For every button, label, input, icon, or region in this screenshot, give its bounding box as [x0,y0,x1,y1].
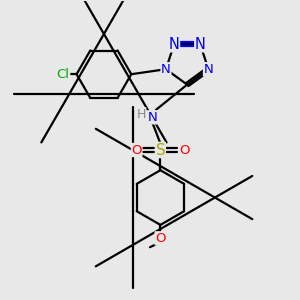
Text: N: N [203,63,213,76]
Text: N: N [169,37,179,52]
Text: O: O [179,143,189,157]
Text: N: N [195,37,206,52]
Text: N: N [148,111,157,124]
Text: Cl: Cl [57,68,70,81]
Text: S: S [155,142,165,158]
Text: H: H [136,108,146,121]
Text: O: O [155,232,166,245]
Text: O: O [131,143,142,157]
Text: N: N [161,63,171,76]
